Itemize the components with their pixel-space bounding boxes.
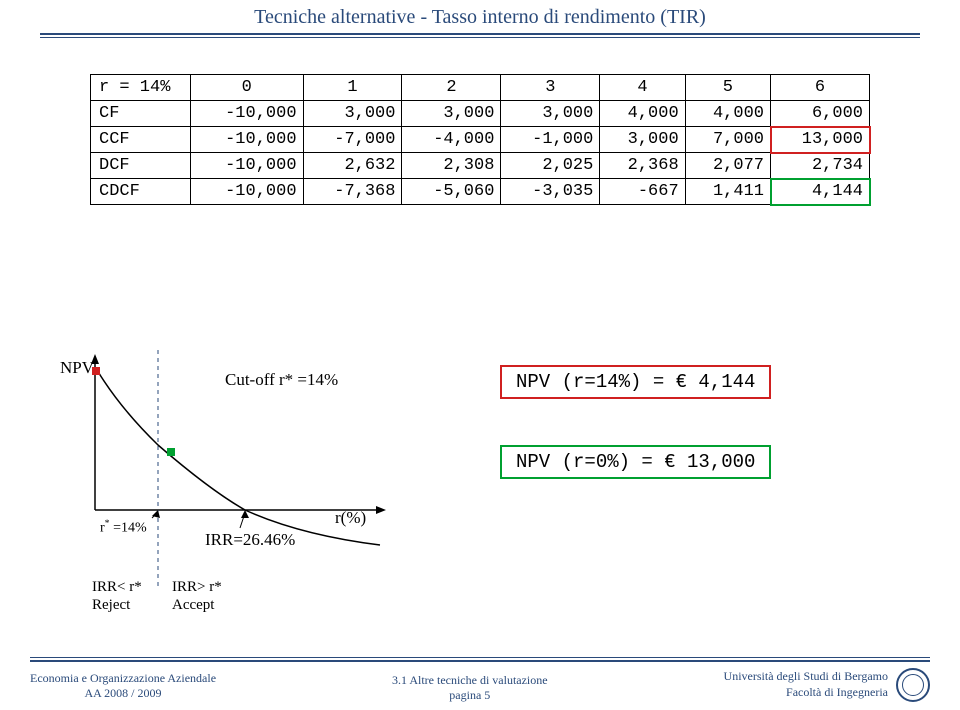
table-cell: 2,308 [402,153,501,179]
footer-rule [30,657,930,662]
footer-right: Università degli Studi di Bergamo Facolt… [724,668,930,702]
accept-region: IRR> r* Accept [172,578,222,614]
table-cell: -7,000 [303,127,402,153]
table-cell: 3,000 [303,101,402,127]
title-main: - Tasso interno di rendimento (TIR) [420,6,705,28]
table-header: 2 [402,75,501,101]
footer-center: 3.1 Altre tecniche di valutazione pagina… [392,673,548,702]
footer-right-1: Università degli Studi di Bergamo [724,669,888,685]
table-cell: -5,060 [402,179,501,205]
accept-line2: Accept [172,596,222,614]
footer-center-2: pagina 5 [392,688,548,702]
title-prefix: Tecniche alternative [254,6,420,28]
npv-14-box: NPV (r=14%) = € 4,144 [500,365,771,399]
reject-region: IRR< r* Reject [92,578,142,614]
reject-line1: IRR< r* [92,578,142,596]
table-cell: 6,000 [771,101,870,127]
table-cell: -4,000 [402,127,501,153]
cashflow-table: r = 14%0123456CF-10,0003,0003,0003,0004,… [90,74,870,205]
row-label: DCF [91,153,191,179]
row-label: CF [91,101,191,127]
row-label: CDCF [91,179,191,205]
table-cell: -10,000 [191,153,304,179]
title-rule [40,33,920,38]
reject-line2: Reject [92,596,142,614]
university-seal-icon [896,668,930,702]
table-cell: 4,000 [685,101,770,127]
table-cell: -3,035 [501,179,600,205]
table-cell: 4,144 [771,179,870,205]
npv-0-box: NPV (r=0%) = € 13,000 [500,445,771,479]
rstar-label: r* =14% [100,518,147,537]
table-header: 6 [771,75,870,101]
table-cell: 2,025 [501,153,600,179]
footer-left: Economia e Organizzazione Aziendale AA 2… [30,671,216,702]
table-cell: 1,411 [685,179,770,205]
row-label: CCF [91,127,191,153]
table-cell: 2,368 [600,153,685,179]
table-cell: -1,000 [501,127,600,153]
r-percent-label: r(%) [335,508,366,528]
table-cell: -667 [600,179,685,205]
table-cell: 2,077 [685,153,770,179]
table-cell: -10,000 [191,101,304,127]
footer-left-1: Economia e Organizzazione Aziendale [30,671,216,687]
table-cell: -10,000 [191,127,304,153]
page-title: Tecniche alternative - Tasso interno di … [40,6,920,29]
table-cell: -7,368 [303,179,402,205]
footer-right-2: Facoltà di Ingegneria [724,685,888,701]
table-cell: 4,000 [600,101,685,127]
footer-center-1: 3.1 Altre tecniche di valutazione [392,673,548,687]
cutoff-label: Cut-off r* =14% [225,370,338,390]
table-cell: 3,000 [402,101,501,127]
irr-label: IRR=26.46% [205,530,295,550]
footer: Economia e Organizzazione Aziendale AA 2… [0,668,960,702]
table-cell: 3,000 [600,127,685,153]
footer-left-2: AA 2008 / 2009 [30,686,216,702]
table-header: 0 [191,75,304,101]
table-header: 4 [600,75,685,101]
table-cell: 13,000 [771,127,870,153]
table-cell: 2,734 [771,153,870,179]
accept-line1: IRR> r* [172,578,222,596]
table-header: 1 [303,75,402,101]
table-cell: -10,000 [191,179,304,205]
table-cell: 2,632 [303,153,402,179]
table-header: 5 [685,75,770,101]
table-cell: 7,000 [685,127,770,153]
table-cell: 3,000 [501,101,600,127]
table-corner: r = 14% [91,75,191,101]
table-header: 3 [501,75,600,101]
